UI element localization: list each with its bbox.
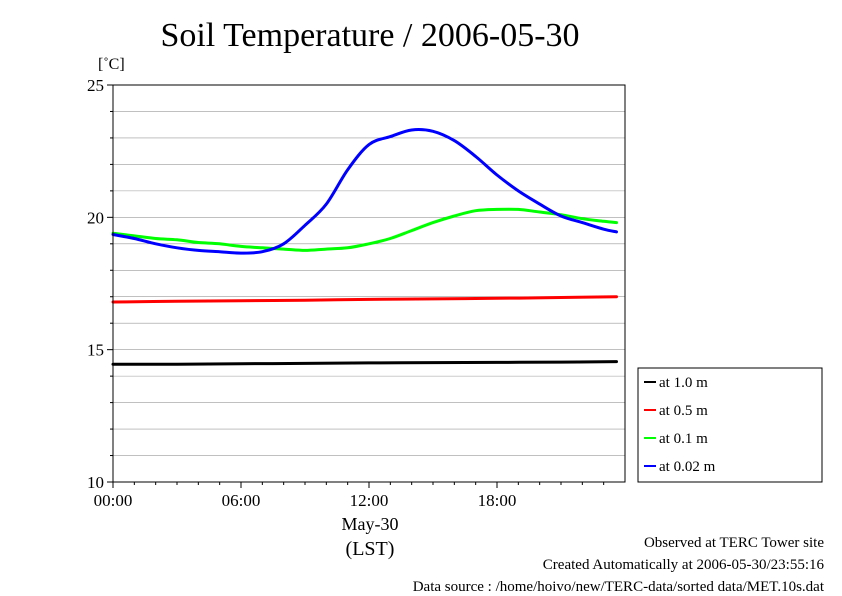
footer-created-timestamp: Created Automatically at 2006-05-30/23:5… [542, 557, 824, 573]
x-tick-label: 12:00 [350, 491, 389, 510]
series-line-at-0-02-m [111, 128, 618, 255]
series-line-at-0-1-m [111, 207, 618, 252]
y-tick-label: 10 [87, 473, 104, 492]
legend-box [637, 367, 823, 483]
legend-label: at 0.02 m [659, 459, 716, 475]
y-axis-label: [˚C] [98, 56, 125, 73]
legend-label: at 0.5 m [659, 403, 708, 419]
y-tick-label: 15 [87, 341, 104, 360]
series-line-at-0-5-m [111, 295, 618, 304]
legend: at 1.0 m at 0.5 m at 0.1 m at 0.02 m [637, 367, 823, 483]
legend-label: at 1.0 m [659, 375, 708, 391]
x-tick-label: 18:00 [478, 491, 517, 510]
x-tick-label: 00:00 [94, 491, 133, 510]
x-axis-ticks: 00:00 06:00 12:00 18:00 [94, 482, 605, 510]
x-axis-date-label: May-30 [342, 514, 399, 534]
legend-label: at 0.1 m [659, 431, 708, 447]
y-tick-label: 25 [87, 76, 104, 95]
series-line-at-1-0-m [111, 360, 618, 366]
x-axis-timezone-label: (LST) [346, 538, 395, 560]
footer-observed-site: Observed at TERC Tower site [643, 535, 824, 551]
series-layer [111, 128, 618, 366]
y-tick-label: 20 [87, 208, 104, 227]
x-tick-label: 06:00 [222, 491, 261, 510]
footer-data-source: Data source : /home/hoivo/new/TERC-data/… [412, 579, 824, 595]
y-axis-ticks: 10 15 20 25 [87, 76, 113, 492]
chart-title: Soil Temperature / 2006-05-30 [160, 17, 579, 54]
grid-lines [113, 111, 625, 456]
